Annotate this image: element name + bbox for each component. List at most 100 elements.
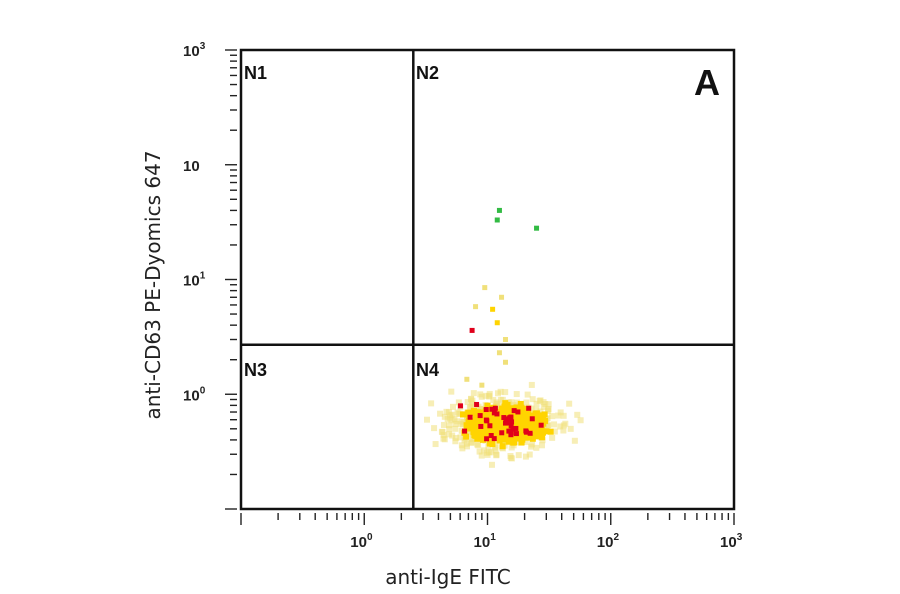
event-dot-mid: [487, 409, 494, 416]
event-dot-mid: [512, 419, 519, 426]
quadrant-label-n1: N1: [244, 63, 267, 83]
event-dot-high: [506, 428, 512, 434]
event-dot-mid: [491, 422, 498, 429]
event-dot-mid: [489, 419, 496, 426]
event-dot-low: [577, 417, 584, 424]
event-dot-low: [533, 444, 540, 451]
event-dot-low: [464, 376, 470, 382]
y-axis-tick-labels: 103 10 101 100: [183, 41, 206, 404]
event-dot-low: [479, 382, 485, 388]
event-dot-outlier: [534, 225, 540, 231]
event-dot-mid: [518, 428, 525, 435]
event-dot-high: [462, 428, 468, 434]
y-tick-label: 103: [183, 41, 206, 60]
event-dot-mid: [490, 306, 496, 312]
event-dot-high: [491, 436, 497, 442]
event-dot-low: [533, 406, 540, 413]
event-dot-low: [449, 432, 456, 439]
event-dot-mid: [494, 427, 501, 434]
event-dot-low: [557, 423, 564, 430]
quadrant-label-n3: N3: [244, 360, 267, 380]
event-dot-mid: [547, 428, 554, 435]
event-dot-mid: [466, 420, 473, 427]
event-dot-mid: [478, 415, 485, 422]
event-dot-low: [437, 410, 444, 417]
event-dot-high: [513, 425, 519, 431]
event-dot-low: [457, 434, 464, 441]
event-dot-low: [469, 397, 476, 404]
event-dot-low: [488, 449, 495, 456]
event-dot-outlier: [496, 207, 502, 213]
event-dot-low: [557, 409, 564, 416]
event-dot-low: [488, 461, 495, 468]
event-dot-high: [509, 419, 515, 425]
event-dot-low: [431, 425, 438, 432]
event-dot-low: [551, 428, 558, 435]
event-dot-mid: [531, 432, 538, 439]
event-dot-low: [455, 399, 462, 406]
event-dot-mid: [496, 420, 503, 427]
x-tick-label: 102: [597, 532, 620, 551]
event-dot-mid: [481, 420, 488, 427]
event-dot-low: [492, 447, 499, 454]
event-dot-low: [542, 400, 549, 407]
event-dot-low: [452, 438, 459, 445]
event-dot-high: [510, 426, 516, 432]
event-dot-low: [459, 421, 466, 428]
event-dot-low: [449, 403, 456, 410]
event-dot-mid: [471, 426, 478, 433]
event-dot-outlier: [494, 217, 500, 223]
event-dot-mid: [468, 423, 475, 430]
event-dot-low: [485, 444, 492, 451]
event-dot-high: [538, 422, 544, 428]
event-dot-mid: [499, 443, 506, 450]
event-dot-low: [461, 437, 468, 444]
event-dot-high: [474, 401, 480, 407]
event-dot-high: [488, 433, 494, 439]
quadrant-label-n2: N2: [416, 63, 439, 83]
panel-label: A: [694, 62, 720, 103]
event-dot-mid: [474, 409, 481, 416]
event-dot-low: [491, 444, 498, 451]
event-dot-low: [482, 285, 488, 291]
event-dot-mid: [527, 424, 534, 431]
event-dot-mid: [529, 435, 536, 442]
event-dot-mid: [502, 431, 509, 438]
event-dot-low: [574, 411, 581, 418]
event-dot-mid: [463, 433, 470, 440]
event-dot-high: [508, 423, 514, 429]
event-dot-low: [486, 390, 493, 397]
event-dot-low: [452, 435, 459, 442]
event-dot-high: [527, 430, 533, 436]
event-dot-low: [463, 443, 470, 450]
event-dot-mid: [481, 427, 488, 434]
event-dot-mid: [475, 421, 482, 428]
event-dot-high: [491, 410, 497, 416]
event-dot-low: [481, 447, 488, 454]
event-dot-low: [522, 438, 529, 445]
event-dot-mid: [472, 432, 479, 439]
event-dot-high: [469, 327, 475, 333]
event-dot-high: [511, 408, 517, 414]
event-dot-low: [464, 399, 471, 406]
event-dot-low: [458, 442, 465, 449]
event-dot-mid: [517, 414, 524, 421]
event-dot-high: [515, 409, 521, 415]
event-dot-low: [451, 416, 458, 423]
event-dot-low: [544, 422, 551, 429]
event-dot-low: [536, 397, 543, 404]
event-dot-low: [478, 452, 485, 459]
event-dot-low: [524, 391, 531, 398]
event-dot-low: [478, 393, 485, 400]
event-dot-mid: [528, 418, 535, 425]
event-dot-low: [467, 439, 474, 446]
event-dot-low: [459, 445, 466, 452]
event-dot-low: [447, 412, 454, 419]
event-dot-low: [493, 452, 500, 459]
event-dot-mid: [533, 412, 540, 419]
event-dot-low: [478, 405, 485, 412]
y-tick-label: 101: [183, 271, 206, 290]
event-dot-low: [526, 451, 533, 458]
event-dot-high: [489, 406, 495, 412]
event-dot-low: [445, 409, 452, 416]
